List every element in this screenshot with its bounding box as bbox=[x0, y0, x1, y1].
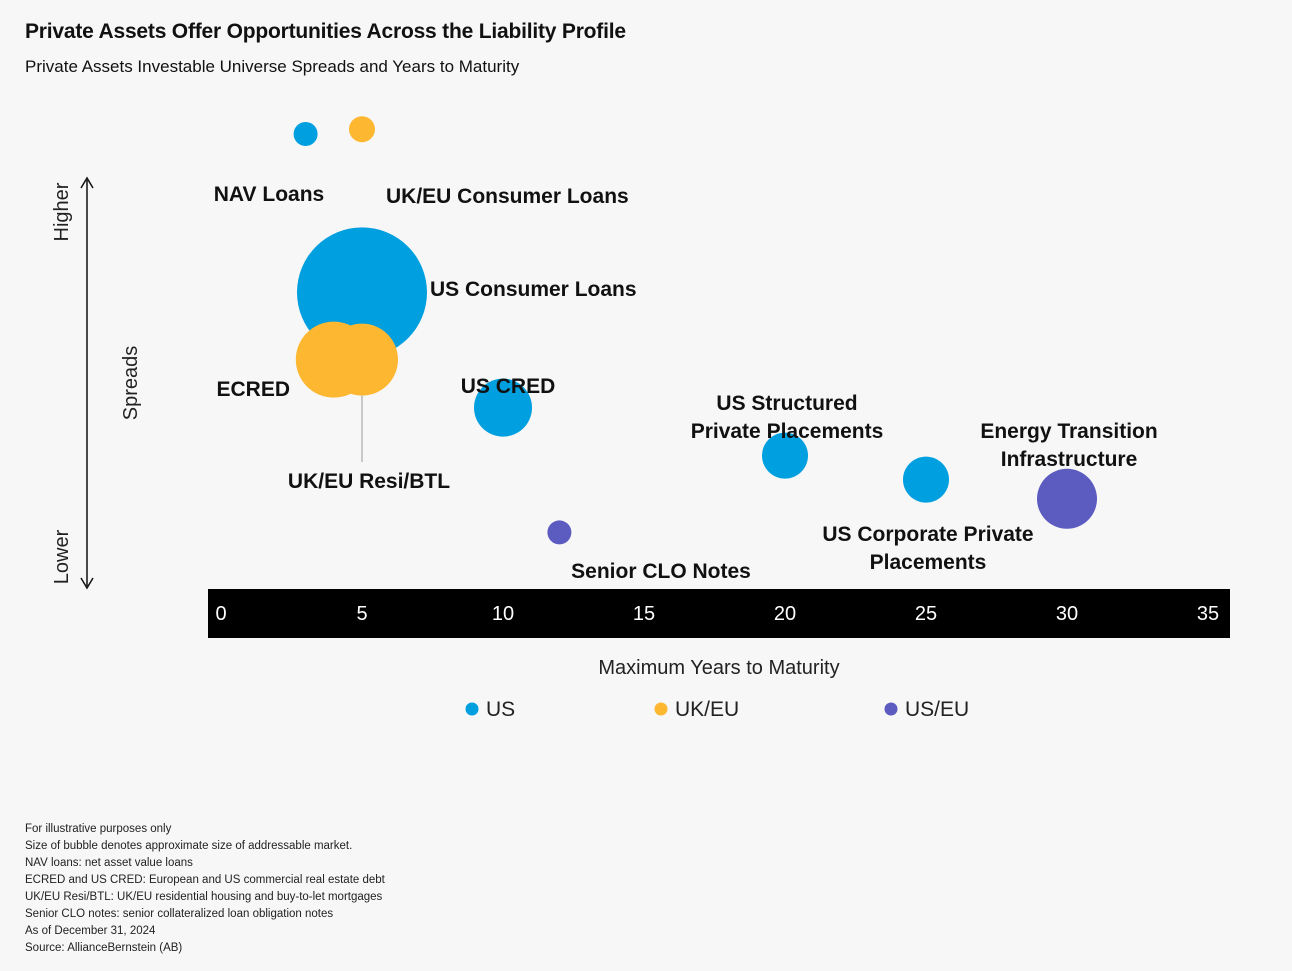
bubble-chart: 0 5 10 15 20 25 30 35 Maximum Years to Maturity H… bbox=[51, 116, 1230, 721]
bubble-label-energy-transition-infrastructure-line2: Infrastructure bbox=[1001, 448, 1138, 471]
legend-swatch-us-eu bbox=[884, 702, 898, 716]
x-tick-label-35: 35 bbox=[1197, 603, 1219, 625]
bubble-label-nav-loans: NAV Loans bbox=[214, 183, 324, 206]
y-axis-low-label: Lower bbox=[51, 529, 73, 584]
footnote-resi-btl: UK/EU Resi/BTL: UK/EU residential housin… bbox=[25, 891, 383, 903]
x-axis-title: Maximum Years to Maturity bbox=[598, 657, 839, 679]
bubble-label-us-cred: US CRED bbox=[461, 375, 556, 398]
bubble-label-us-consumer-loans: US Consumer Loans bbox=[430, 278, 637, 301]
x-tick-label-20: 20 bbox=[774, 603, 796, 625]
legend-label-uk-eu: UK/EU bbox=[675, 698, 739, 721]
footnote-date: As of December 31, 2024 bbox=[25, 925, 156, 937]
bubble-uk-eu-resi-btl bbox=[326, 323, 398, 396]
y-axis-high-label: Higher bbox=[51, 182, 73, 241]
x-tick-label-30: 30 bbox=[1056, 603, 1078, 625]
bubble-label-uk-eu-resi-btl: UK/EU Resi/BTL bbox=[288, 470, 450, 493]
footnote-bubble-size: Size of bubble denotes approximate size … bbox=[25, 840, 353, 852]
bubble-label-us-structured-private-placements-line2: Private Placements bbox=[691, 420, 884, 443]
bubble-us-corporate-private-placements bbox=[903, 456, 949, 503]
footnote-nav-loans: NAV loans: net asset value loans bbox=[25, 857, 193, 869]
footnotes: For illustrative purposes only Size of b… bbox=[25, 821, 385, 957]
footnote-clo: Senior CLO notes: senior collateralized … bbox=[25, 908, 334, 920]
bubble-nav-loans bbox=[293, 122, 318, 146]
legend-swatch-uk-eu bbox=[654, 702, 668, 716]
bubble-energy-transition-infrastructure bbox=[1037, 468, 1097, 529]
chart-title: Private Assets Offer Opportunities Acros… bbox=[25, 20, 626, 43]
bubble-label-senior-clo-notes: Senior CLO Notes bbox=[571, 560, 751, 583]
y-axis-arrow-down bbox=[80, 577, 94, 590]
bubble-us-structured-private-placements bbox=[762, 432, 808, 479]
footnote-illustrative: For illustrative purposes only bbox=[25, 823, 172, 835]
x-tick-label-10: 10 bbox=[492, 603, 514, 625]
bubble-label-uk-eu-consumer-loans: UK/EU Consumer Loans bbox=[386, 185, 629, 208]
bubble-label-us-structured-private-placements-line1: US Structured bbox=[716, 392, 857, 415]
y-axis-arrow-up bbox=[80, 176, 94, 189]
x-tick-label-5: 5 bbox=[356, 603, 367, 625]
bubble-label-us-corporate-private-placements-line2: Placements bbox=[870, 551, 987, 574]
legend-swatch-us bbox=[465, 702, 479, 716]
x-tick-label-25: 25 bbox=[915, 603, 937, 625]
bubble-label-energy-transition-infrastructure-line1: Energy Transition bbox=[980, 420, 1157, 443]
chart-subtitle: Private Assets Investable Universe Sprea… bbox=[25, 57, 520, 76]
footnote-cred: ECRED and US CRED: European and US comme… bbox=[25, 874, 385, 886]
bubble-senior-clo-notes bbox=[547, 520, 572, 545]
footnote-source: Source: AllianceBernstein (AB) bbox=[25, 942, 183, 954]
x-axis-band bbox=[208, 589, 1230, 638]
bubble-label-ecred: ECRED bbox=[216, 378, 290, 401]
bubble-us-cred bbox=[474, 378, 532, 437]
bubble-label-us-corporate-private-placements-line1: US Corporate Private bbox=[822, 523, 1033, 546]
legend-label-us: US bbox=[486, 698, 515, 721]
y-axis-title: Spreads bbox=[120, 346, 142, 421]
x-tick-label-0: 0 bbox=[215, 603, 226, 625]
legend-label-us-eu: US/EU bbox=[905, 698, 969, 721]
x-tick-label-15: 15 bbox=[633, 603, 655, 625]
bubble-uk-eu-consumer-loans bbox=[349, 116, 375, 143]
